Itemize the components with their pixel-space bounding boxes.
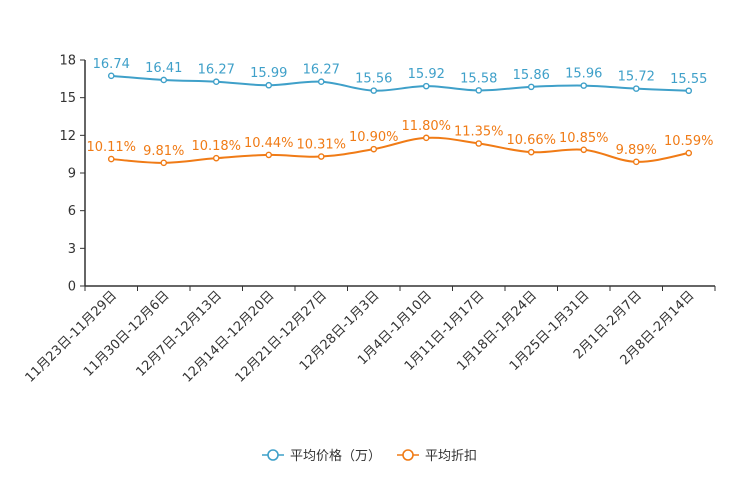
series-0-point[interactable] [212,78,220,86]
series-0-data-label: 15.72 [618,70,655,85]
x-tick-label: 12月14日-12月20日 [180,288,277,385]
series-1-data-label: 10.66% [506,133,556,148]
series-1-data-label: 10.90% [349,130,399,145]
series-1-point[interactable] [685,149,693,157]
series-1-data-label: 10.31% [296,138,346,153]
series-0-point[interactable] [527,83,535,91]
series-line-0 [111,74,689,92]
y-tick-label: 3 [68,242,76,257]
series-0-data-label: 15.56 [355,72,392,87]
series-1-point[interactable] [580,146,588,154]
series-line-1 [111,136,689,164]
y-tick-label: 15 [59,91,76,106]
legend-marker-1 [402,449,414,461]
series-0-point[interactable] [475,87,483,94]
series-0-data-label: 15.58 [460,71,497,86]
series-1-point[interactable] [265,151,273,159]
y-tick-label: 18 [59,54,76,69]
series-1-point[interactable] [212,154,220,162]
series-1-data-label: 10.85% [559,131,609,146]
series-0-point[interactable] [422,82,430,90]
series-0-point[interactable] [580,82,588,89]
x-tick-label: 12月21日-12月27日 [233,288,330,385]
legend-marker-0 [267,449,279,461]
series-0-point[interactable] [685,87,693,95]
series-0-point[interactable] [265,81,273,89]
series-0-point[interactable] [632,85,640,92]
series-1-data-label: 11.35% [454,124,504,139]
series-1-data-label: 10.59% [664,134,714,149]
series-0-data-label: 15.86 [513,68,550,83]
y-tick-label: 12 [59,129,76,144]
series-1-data-label: 11.80% [401,119,451,134]
series-1-point[interactable] [527,148,535,156]
series-0-data-label: 15.92 [408,67,445,82]
series-1-data-label: 9.89% [616,143,657,158]
series-0-data-label: 15.96 [565,67,602,82]
series-1-point[interactable] [317,153,325,160]
series-0-data-label: 16.27 [198,63,235,78]
series-0-data-label: 16.41 [145,61,182,76]
series-0-data-label: 16.27 [303,63,340,78]
series-1-point[interactable] [422,134,430,142]
series-0-data-label: 15.99 [250,66,287,81]
series-1-point[interactable] [475,140,483,147]
series-1-point[interactable] [632,158,640,166]
y-tick-label: 0 [68,280,76,295]
series-1-point[interactable] [160,159,168,167]
series-0-point[interactable] [317,78,325,86]
series-1-point[interactable] [370,145,378,153]
series-1-data-label: 10.18% [191,139,241,154]
y-tick-label: 9 [68,167,76,182]
series-0-data-label: 15.55 [670,72,707,87]
series-0-point[interactable] [160,76,168,84]
series-1-data-label: 10.11% [86,140,136,155]
y-tick-label: 6 [68,204,76,219]
x-tick-label: 11月23日-11月29日 [23,288,120,385]
series-1-data-label: 9.81% [143,144,184,159]
legend-label-0[interactable]: 平均价格（万） [290,448,381,464]
series-0-data-label: 16.74 [93,57,130,72]
legend-label-1[interactable]: 平均折扣 [425,449,477,464]
series-1-point[interactable] [107,155,115,163]
series-0-point[interactable] [370,87,378,94]
series-1-data-label: 10.44% [244,136,294,151]
series-0-point[interactable] [107,72,115,80]
